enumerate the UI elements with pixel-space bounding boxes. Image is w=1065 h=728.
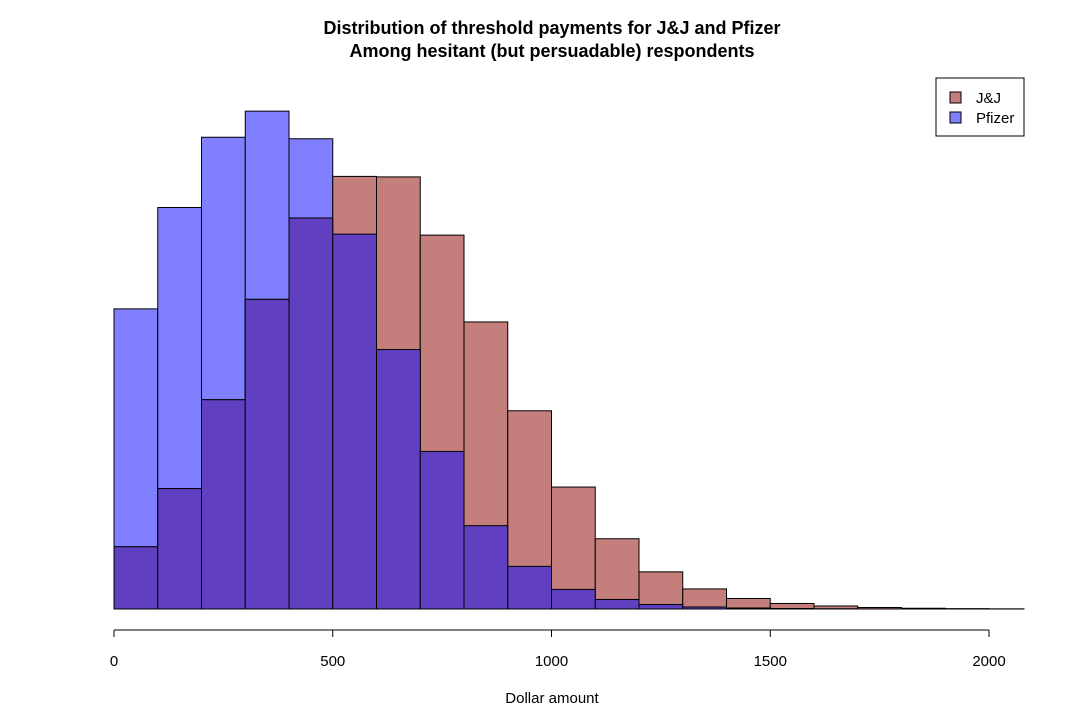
- chart-title: Distribution of threshold payments for J…: [323, 18, 780, 38]
- legend-box: [935, 77, 1025, 137]
- x-tick-label-500: 500: [320, 653, 345, 670]
- bar-overlap-300: [244, 298, 290, 610]
- x-tick-label-2000: 2000: [972, 653, 1005, 670]
- bar-jj-1400: [726, 597, 771, 610]
- chart-subtitle: Among hesitant (but persuadable) respond…: [349, 41, 754, 61]
- bar-overlap-1200: [638, 603, 684, 610]
- x-axis: 0 500 1000 1500 2000: [110, 629, 1006, 670]
- bar-overlap-200: [201, 399, 246, 610]
- bar-overlap-400: [288, 217, 334, 610]
- bar-overlap-1100: [594, 598, 640, 610]
- x-tick-label-1500: 1500: [754, 653, 787, 670]
- bar-overlap-1000: [551, 588, 596, 610]
- legend-swatch-jj: [949, 91, 962, 104]
- bar-jj-1200: [638, 571, 684, 610]
- bar-overlap-500: [332, 233, 377, 610]
- bar-jj-1300: [682, 588, 727, 610]
- bar-overlap-800: [463, 525, 509, 610]
- x-tick-label-0: 0: [110, 653, 118, 670]
- bar-overlap-100: [157, 488, 202, 610]
- x-axis-label: Dollar amount: [505, 690, 599, 707]
- legend-label-pfizer: Pfizer: [976, 110, 1014, 127]
- x-tick-label-1000: 1000: [535, 653, 568, 670]
- bar-jj-1100: [594, 538, 640, 610]
- legend-swatch-pfizer: [949, 111, 962, 124]
- series-overlap-bars: [113, 217, 1025, 610]
- x-axis-ticks: 0 500 1000 1500 2000: [110, 630, 1006, 670]
- legend: J&J Pfizer: [935, 77, 1025, 137]
- bar-overlap-600: [376, 349, 421, 610]
- bar-overlap-0: [113, 546, 159, 610]
- bar-overlap-700: [419, 450, 465, 610]
- legend-label-jj: J&J: [976, 90, 1001, 107]
- bar-jj-1000: [551, 486, 596, 610]
- bar-overlap-900: [507, 565, 552, 610]
